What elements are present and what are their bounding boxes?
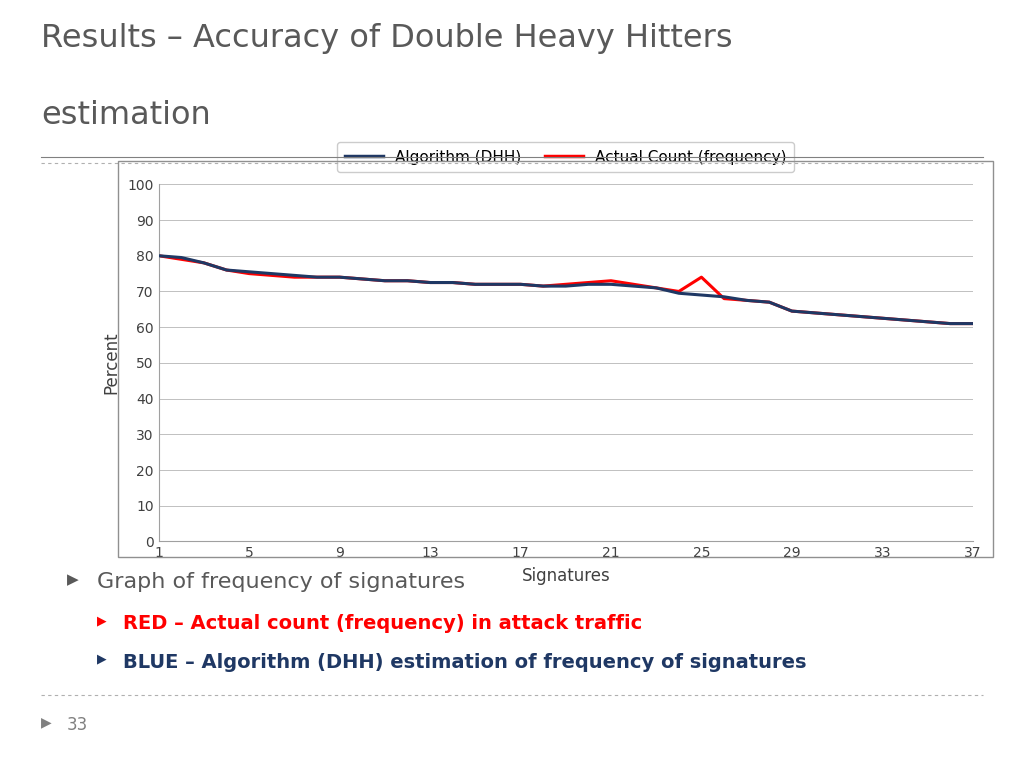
Text: Graph of frequency of signatures: Graph of frequency of signatures [97, 572, 465, 592]
Text: estimation: estimation [41, 100, 211, 131]
Text: RED – Actual count (frequency) in attack traffic: RED – Actual count (frequency) in attack… [123, 614, 642, 634]
Text: ▶: ▶ [97, 614, 106, 627]
Text: Results – Accuracy of Double Heavy Hitters: Results – Accuracy of Double Heavy Hitte… [41, 23, 732, 54]
Text: ▶: ▶ [97, 653, 106, 666]
Text: 33: 33 [67, 716, 88, 733]
Y-axis label: Percent: Percent [102, 332, 121, 394]
Legend: Algorithm (DHH), Actual Count (frequency): Algorithm (DHH), Actual Count (frequency… [337, 142, 795, 172]
X-axis label: Signatures: Signatures [521, 568, 610, 585]
Text: ▶: ▶ [41, 716, 51, 730]
Text: ▶: ▶ [67, 572, 78, 588]
Text: BLUE – Algorithm (DHH) estimation of frequency of signatures: BLUE – Algorithm (DHH) estimation of fre… [123, 653, 806, 672]
